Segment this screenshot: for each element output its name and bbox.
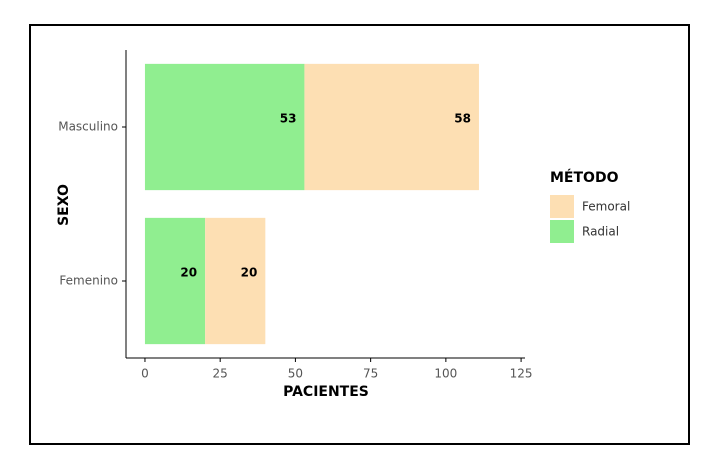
legend-label: Femoral xyxy=(582,200,630,214)
x-tick-label: 125 xyxy=(510,367,533,381)
legend-label: Radial xyxy=(582,225,619,239)
x-tick-label: 0 xyxy=(141,367,149,381)
bar-segment xyxy=(304,63,479,191)
x-tick-label: 25 xyxy=(213,367,228,381)
value-label: 20 xyxy=(180,266,197,280)
y-tick-label: Masculino xyxy=(58,120,118,134)
x-tick-label: 75 xyxy=(363,367,378,381)
y-axis-title: SEXO xyxy=(56,184,72,226)
legend-swatch xyxy=(550,220,574,243)
bar-segment xyxy=(144,63,305,191)
value-label: 58 xyxy=(454,112,471,126)
value-label: 20 xyxy=(241,266,258,280)
bar-segment xyxy=(144,217,206,345)
value-label: 53 xyxy=(280,112,297,126)
x-tick-label: 100 xyxy=(434,367,457,381)
legend-swatch xyxy=(550,195,574,218)
y-tick-label: Femenino xyxy=(59,274,118,288)
x-axis-title: PACIENTES xyxy=(283,384,369,400)
x-tick-label: 50 xyxy=(288,367,303,381)
bar-segment xyxy=(205,217,266,345)
legend-title: MÉTODO xyxy=(550,169,619,186)
